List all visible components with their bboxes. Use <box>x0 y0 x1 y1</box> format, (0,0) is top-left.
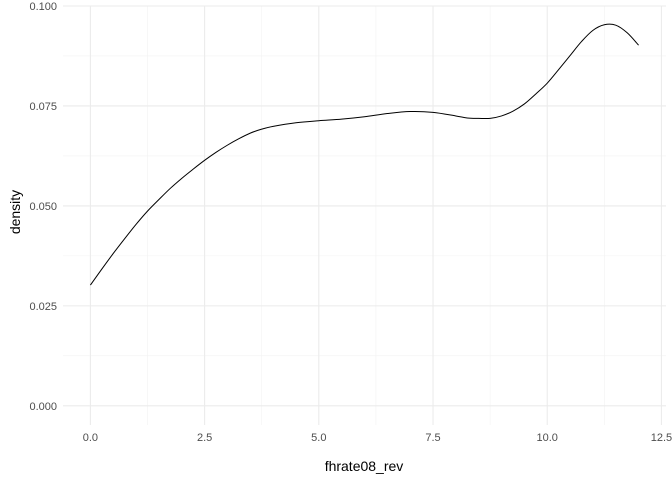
grid-lines <box>63 5 666 425</box>
y-tick-labels: 0.000 0.025 0.050 0.075 0.100 <box>29 1 57 413</box>
y-tick-label: 0.100 <box>29 1 57 13</box>
series-layer <box>90 23 639 286</box>
density-curve <box>90 23 639 286</box>
x-axis-title: fhrate08_rev <box>325 458 404 474</box>
x-tick-label: 7.5 <box>425 432 440 444</box>
x-tick-label: 5.0 <box>311 432 326 444</box>
y-axis-title: density <box>7 190 23 234</box>
y-tick-label: 0.025 <box>29 301 57 313</box>
x-tick-label: 10.0 <box>537 432 558 444</box>
y-tick-label: 0.075 <box>29 101 57 113</box>
x-tick-label: 12.5 <box>651 432 672 444</box>
y-tick-label: 0.050 <box>29 201 57 213</box>
x-tick-label: 0.0 <box>83 432 98 444</box>
x-tick-labels: 0.0 2.5 5.0 7.5 10.0 12.5 <box>83 432 672 444</box>
x-tick-label: 2.5 <box>197 432 212 444</box>
y-tick-label: 0.000 <box>29 401 57 413</box>
